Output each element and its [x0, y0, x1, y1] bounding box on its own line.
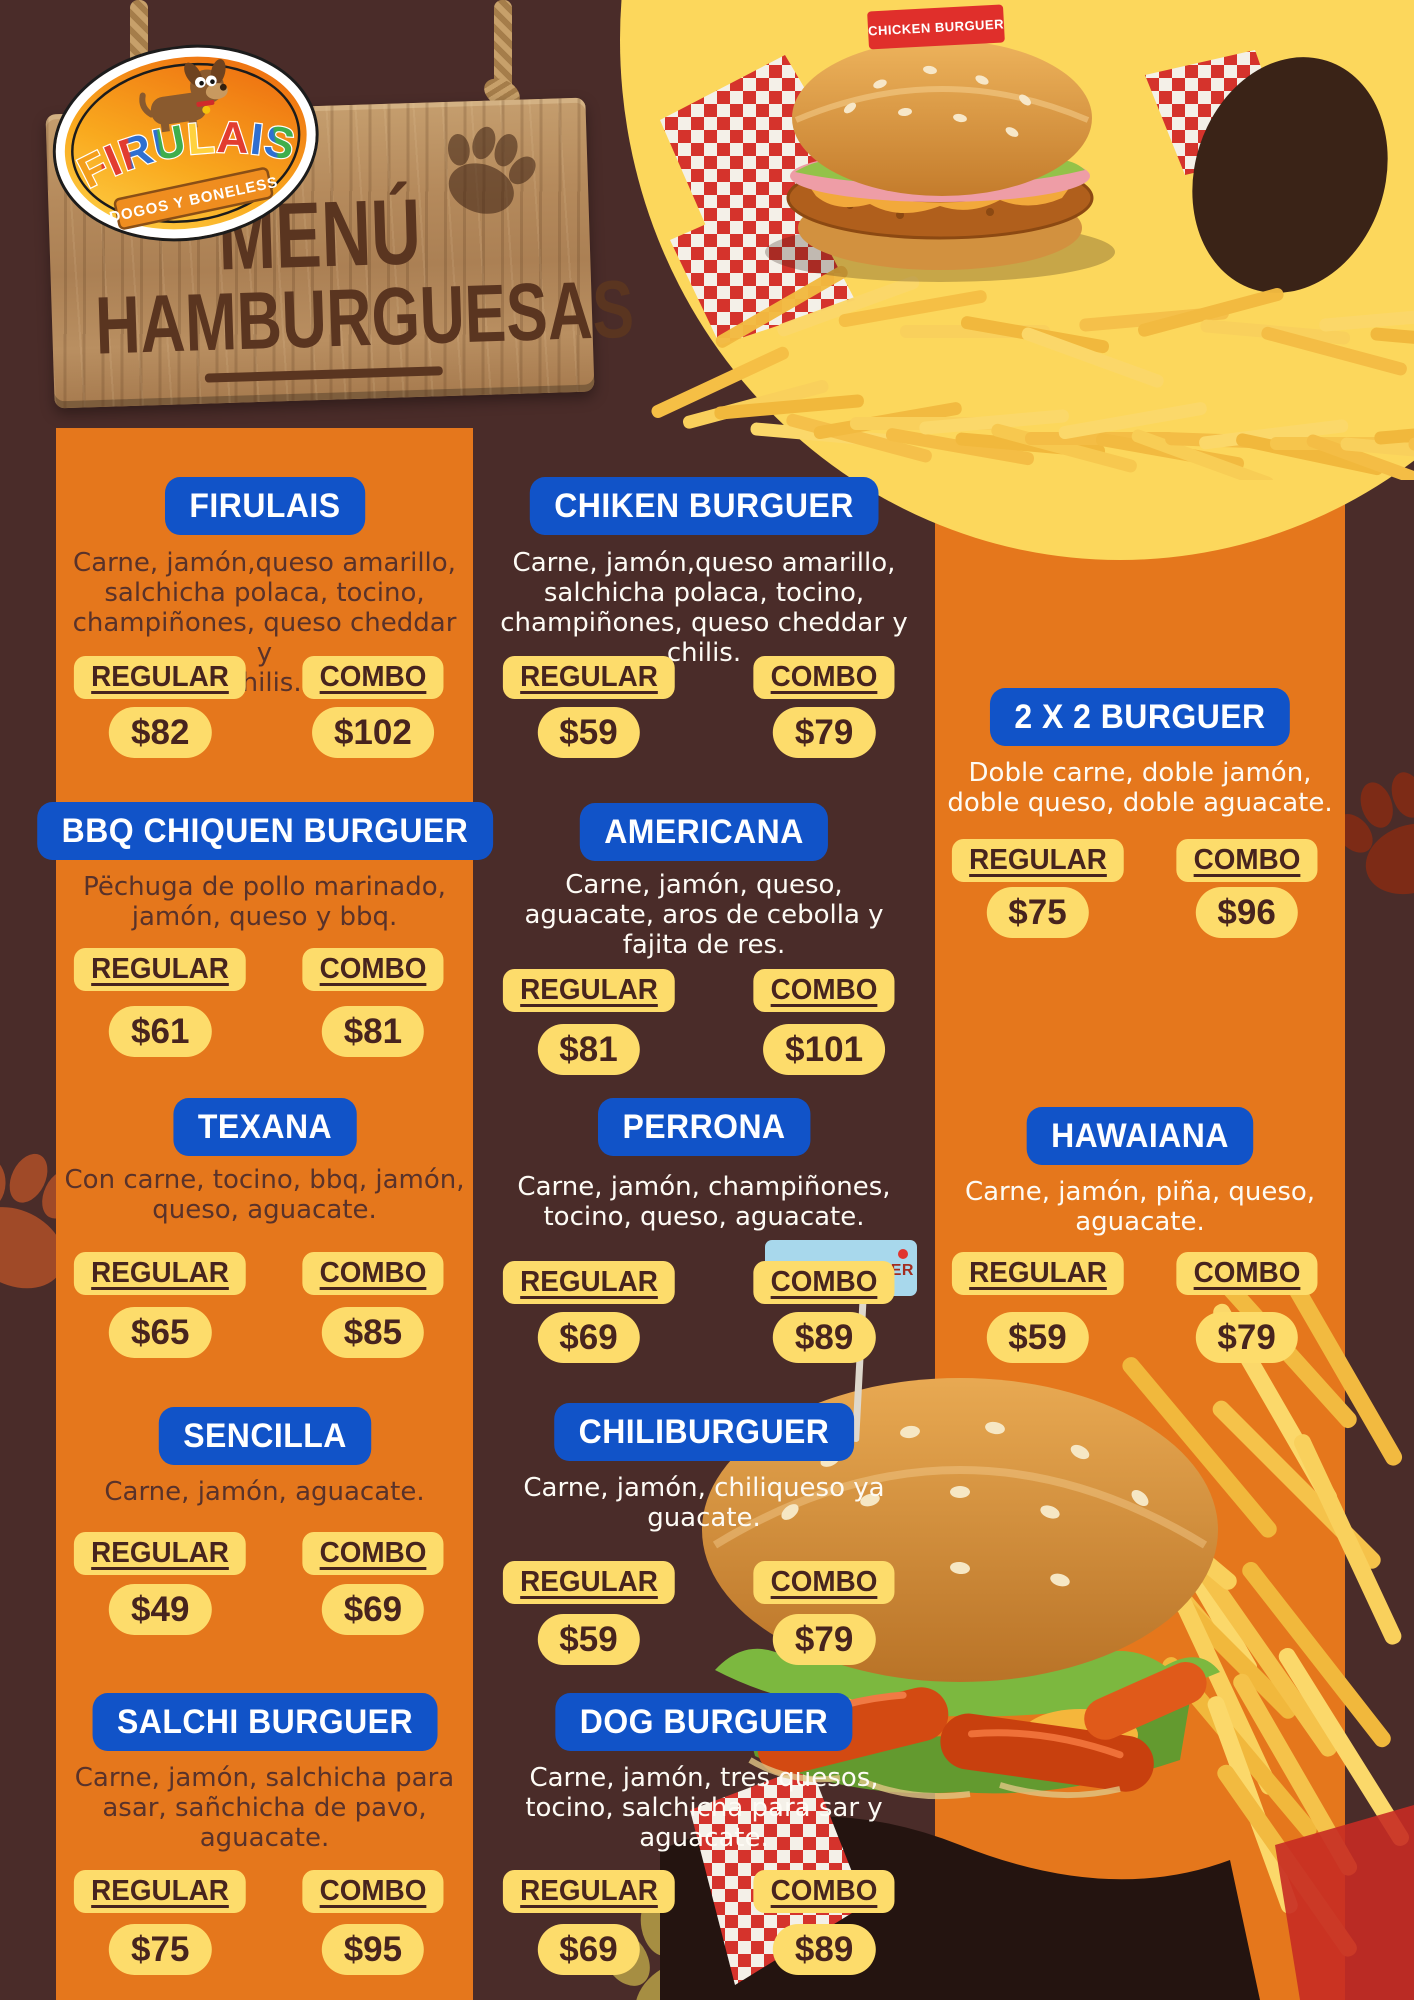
combo-price: $102 [311, 707, 434, 758]
combo-price: $101 [763, 1024, 886, 1075]
menu-item-name: CHILIBURGUER [554, 1403, 854, 1461]
combo-label: COMBO [302, 948, 444, 991]
regular-price: $69 [537, 1924, 640, 1975]
menu-item-description: Carne, jamón, tres quesos, tocino, salch… [525, 1763, 883, 1853]
menu-item-description: Con carne, tocino, bbq, jamón, queso, ag… [64, 1165, 465, 1225]
regular-price: $61 [109, 1006, 212, 1057]
menu-item-name: TEXANA [172, 1098, 357, 1156]
combo-price: $85 [321, 1307, 425, 1358]
combo-price: $69 [321, 1584, 425, 1635]
menu-column-right: 2 X 2 BURGUER Doble carne, doble jamón, … [935, 0, 1345, 2000]
regular-label: REGULAR [74, 656, 247, 699]
combo-label: COMBO [1175, 839, 1318, 882]
menu-item-description: Pëchuga de pollo marinado, jamón, queso … [83, 872, 446, 932]
menu-item-name: FIRULAIS [164, 477, 365, 535]
combo-price: $79 [772, 707, 876, 758]
menu-item-description: Carne, jamón, aguacate. [104, 1477, 425, 1507]
combo-label: COMBO [1175, 1252, 1318, 1295]
regular-price: $82 [109, 707, 212, 758]
menu-item-name: SALCHI BURGUER [92, 1693, 437, 1751]
regular-label: REGULAR [502, 1561, 675, 1604]
menu-item-description: Doble carne, doble jamón, doble queso, d… [947, 758, 1333, 818]
menu-item-name: 2 X 2 BURGUER [989, 688, 1291, 746]
menu-item-name: BBQ CHIQUEN BURGUER [36, 802, 493, 860]
menu-item-name: AMERICANA [579, 803, 829, 861]
regular-price: $65 [109, 1307, 212, 1358]
combo-label: COMBO [753, 656, 895, 699]
regular-price: $69 [537, 1312, 640, 1363]
menu-column-left: FIRULAIS Carne, jamón,queso amarillo, sa… [36, 0, 493, 2000]
menu-item-name: SENCILLA [158, 1407, 371, 1465]
regular-price: $49 [109, 1584, 212, 1635]
menu-item-name: DOG BURGUER [555, 1693, 853, 1751]
combo-price: $79 [1195, 1312, 1298, 1363]
combo-price: $89 [772, 1924, 876, 1975]
regular-label: REGULAR [502, 1261, 675, 1304]
regular-label: REGULAR [951, 1252, 1124, 1295]
regular-label: REGULAR [74, 1532, 247, 1575]
regular-price: $59 [537, 707, 640, 758]
menu-item-description: Carne, jamón,queso amarillo, salchicha p… [500, 548, 908, 668]
regular-label: REGULAR [74, 948, 247, 991]
menu-item-name: HAWAIANA [1026, 1107, 1254, 1165]
menu-item-description: Carne, jamón, salchicha para asar, sañch… [74, 1763, 455, 1853]
combo-label: COMBO [302, 1870, 444, 1913]
regular-label: REGULAR [74, 1870, 247, 1913]
regular-label: REGULAR [502, 1870, 675, 1913]
brand-logo: FIRULAIS DOGOS Y BONELESS [52, 44, 319, 242]
menu-item-description: Carne, jamón, champiñones, tocino, queso… [517, 1172, 891, 1232]
combo-price: $95 [321, 1924, 425, 1975]
dog-icon [139, 59, 228, 133]
combo-price: $81 [321, 1006, 425, 1057]
combo-label: COMBO [753, 1870, 895, 1913]
regular-label: REGULAR [74, 1252, 247, 1295]
paw-print-icon [447, 126, 536, 214]
menu-item-description: Carne, jamón, piña, queso, aguacate. [964, 1177, 1316, 1237]
combo-price: $89 [772, 1312, 876, 1363]
regular-price: $59 [986, 1312, 1089, 1363]
regular-price: $59 [537, 1614, 640, 1665]
regular-label: REGULAR [502, 656, 675, 699]
combo-price: $96 [1195, 887, 1298, 938]
menu-item-description: Carne, jamón, chiliqueso ya guacate. [523, 1473, 885, 1533]
combo-label: COMBO [302, 656, 444, 699]
menu-item-name: CHIKEN BURGUER [529, 477, 879, 535]
logo-outer-ring [52, 44, 319, 242]
regular-price: $75 [109, 1924, 212, 1975]
combo-label: COMBO [302, 1252, 444, 1295]
regular-price: $75 [986, 887, 1089, 938]
combo-price: $79 [772, 1614, 876, 1665]
regular-label: REGULAR [951, 839, 1124, 882]
regular-price: $81 [537, 1024, 640, 1075]
menu-item-description: Carne, jamón, queso, aguacate, aros de c… [524, 870, 884, 960]
combo-label: COMBO [753, 1561, 895, 1604]
combo-label: COMBO [753, 969, 895, 1012]
menu-item-description: Carne, jamón,queso amarillo, salchicha p… [72, 548, 457, 698]
combo-label: COMBO [302, 1532, 444, 1575]
regular-label: REGULAR [502, 969, 675, 1012]
combo-label: COMBO [753, 1261, 895, 1304]
menu-item-name: PERRONA [598, 1098, 810, 1156]
menu-column-center: CHIKEN BURGUER Carne, jamón,queso amaril… [473, 0, 935, 2000]
